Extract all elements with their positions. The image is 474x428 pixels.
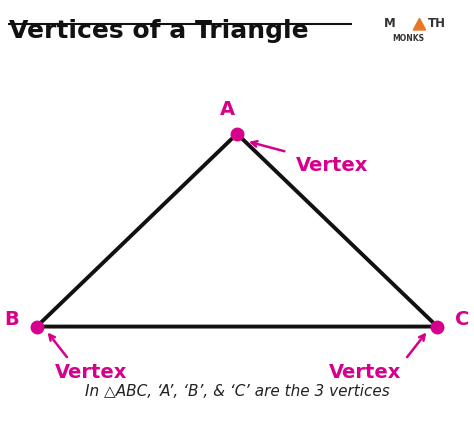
Text: A: A [220, 100, 236, 119]
Text: Vertex: Vertex [55, 363, 128, 382]
Text: B: B [4, 310, 18, 329]
Text: Vertex: Vertex [296, 156, 368, 175]
Text: Vertices of a Triangle: Vertices of a Triangle [9, 19, 309, 43]
Text: MONKS: MONKS [392, 34, 425, 43]
Text: M: M [384, 17, 396, 30]
Text: TH: TH [428, 17, 446, 30]
Text: Vertex: Vertex [328, 363, 401, 382]
Text: C: C [456, 310, 470, 329]
Text: In △ABC, ‘A’, ‘B’, & ‘C’ are the 3 vertices: In △ABC, ‘A’, ‘B’, & ‘C’ are the 3 verti… [85, 384, 389, 399]
